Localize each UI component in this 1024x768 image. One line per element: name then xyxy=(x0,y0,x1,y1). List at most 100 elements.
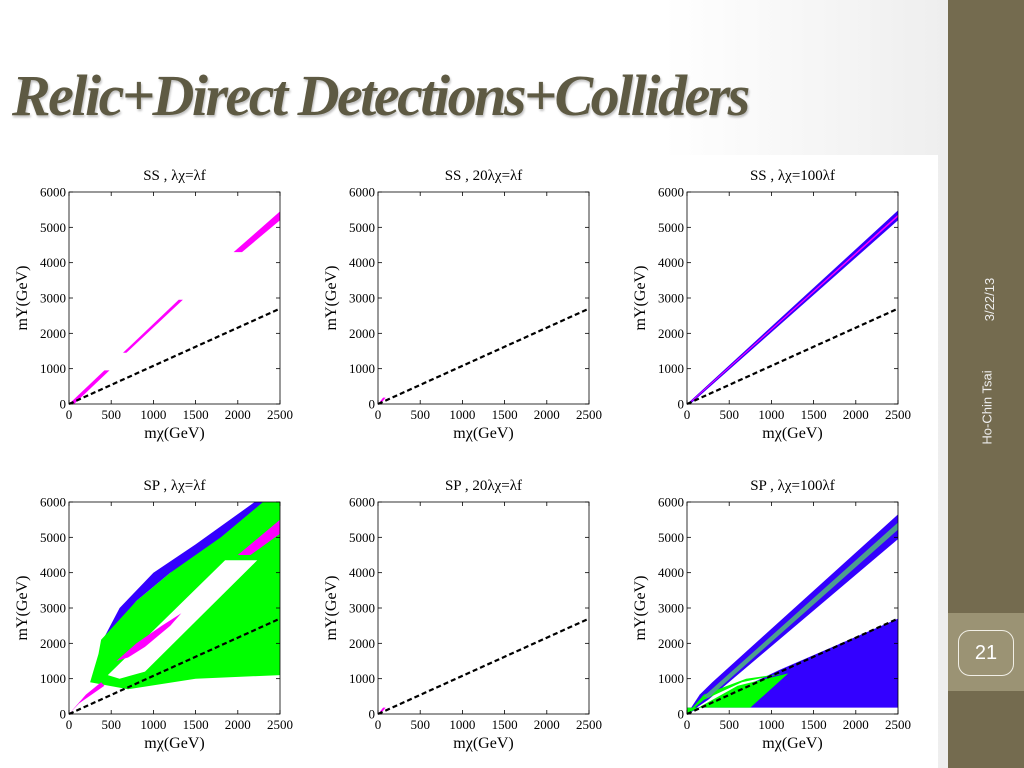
y-tick-label: 3000 xyxy=(40,601,66,616)
allowed-region xyxy=(687,210,898,404)
x-tick-label: 1500 xyxy=(492,717,518,732)
y-tick-label: 2000 xyxy=(658,326,684,341)
y-tick-label: 3000 xyxy=(349,291,375,306)
y-axis-label: mY(GeV) xyxy=(323,576,340,641)
y-tick-label: 0 xyxy=(60,707,67,722)
x-tick-label: 2500 xyxy=(576,407,602,422)
y-tick-label: 0 xyxy=(678,707,685,722)
chart-title: SS , 20λχ=λf xyxy=(445,168,523,184)
x-tick-label: 1500 xyxy=(183,407,209,422)
y-tick-label: 5000 xyxy=(658,530,684,545)
allowed-region xyxy=(687,673,789,714)
x-tick-label: 0 xyxy=(375,407,382,422)
author-label: Ho-Chin Tsai xyxy=(979,370,995,445)
x-tick-label: 500 xyxy=(410,407,430,422)
x-axis-label: mχ(GeV) xyxy=(762,735,822,752)
x-tick-label: 0 xyxy=(375,717,382,732)
x-tick-label: 0 xyxy=(684,407,691,422)
x-axis-label: mχ(GeV) xyxy=(453,735,513,752)
chart-title: SP , 20λχ=λf xyxy=(445,478,522,494)
y-tick-label: 4000 xyxy=(658,255,684,270)
x-axis-label: mχ(GeV) xyxy=(453,425,513,442)
x-tick-label: 1500 xyxy=(801,407,827,422)
y-tick-label: 4000 xyxy=(349,255,375,270)
page-number-badge: 21 xyxy=(958,630,1014,676)
y-tick-label: 0 xyxy=(369,707,376,722)
x-tick-label: 1000 xyxy=(449,407,475,422)
chart-title: SS , λχ=λf xyxy=(143,168,206,184)
x-tick-label: 1500 xyxy=(492,407,518,422)
allowed-region xyxy=(687,673,785,714)
x-tick-label: 2000 xyxy=(534,407,560,422)
y-tick-label: 0 xyxy=(678,397,685,412)
y-tick-label: 6000 xyxy=(40,495,66,510)
x-tick-label: 500 xyxy=(101,407,121,422)
y-tick-label: 5000 xyxy=(40,530,66,545)
allowed-region xyxy=(687,514,898,714)
x-tick-label: 2500 xyxy=(267,717,293,732)
figure-panel-grid: 0 500 1000 1500 2000 2500 0 1000 2000 3000 4000 500… xyxy=(14,168,911,752)
chart-panel: 0 500 1000 1500 2000 2500 0 1000 2000 3000 4000 500… xyxy=(14,168,293,442)
y-tick-label: 2000 xyxy=(40,326,66,341)
x-tick-label: 2500 xyxy=(267,407,293,422)
y-axis-label: mY(GeV) xyxy=(14,266,31,331)
y-tick-label: 2000 xyxy=(658,636,684,651)
chart-panel: 0 500 1000 1500 2000 2500 0 1000 2000 3000 4000 500… xyxy=(323,168,602,442)
x-tick-label: 0 xyxy=(66,717,73,732)
x-tick-label: 1000 xyxy=(140,407,166,422)
allowed-region xyxy=(69,682,105,714)
chart-panel: 0 500 1000 1500 2000 2500 0 1000 2000 3000 4000 500… xyxy=(632,168,911,442)
y-tick-label: 2000 xyxy=(40,636,66,651)
y-tick-label: 4000 xyxy=(40,255,66,270)
x-tick-label: 2500 xyxy=(885,407,911,422)
y-tick-label: 6000 xyxy=(658,185,684,200)
y-axis-label: mY(GeV) xyxy=(14,576,31,641)
x-tick-label: 1000 xyxy=(758,407,784,422)
chart-title: SS , λχ=100λf xyxy=(750,168,835,184)
reference-line xyxy=(68,307,281,406)
y-axis-label: mY(GeV) xyxy=(323,266,340,331)
x-axis-label: mχ(GeV) xyxy=(762,425,822,442)
chart-panel: 0 500 1000 1500 2000 2500 0 1000 2000 3000 4000 500… xyxy=(14,478,293,752)
y-tick-label: 0 xyxy=(369,397,376,412)
y-tick-label: 5000 xyxy=(40,220,66,235)
y-axis-label: mY(GeV) xyxy=(632,576,649,641)
chart-title: SP , λχ=λf xyxy=(143,478,205,494)
y-axis-label: mY(GeV) xyxy=(632,266,649,331)
reference-line xyxy=(377,617,590,716)
page-number-block xyxy=(948,613,1024,691)
y-tick-label: 4000 xyxy=(658,565,684,580)
x-tick-label: 2000 xyxy=(225,407,251,422)
plot-area xyxy=(687,192,898,404)
y-tick-label: 0 xyxy=(60,397,67,412)
x-tick-label: 2000 xyxy=(225,717,251,732)
y-tick-label: 1000 xyxy=(349,361,375,376)
plot-area xyxy=(69,192,280,404)
y-tick-label: 5000 xyxy=(349,530,375,545)
x-tick-label: 500 xyxy=(101,717,121,732)
slide-title: Relic+Direct Detections+Colliders xyxy=(12,63,750,128)
date-label: 3/22/13 xyxy=(982,277,998,322)
x-axis-label: mχ(GeV) xyxy=(144,425,204,442)
x-tick-label: 2000 xyxy=(534,717,560,732)
x-tick-label: 500 xyxy=(410,717,430,732)
x-tick-label: 1500 xyxy=(183,717,209,732)
y-tick-label: 5000 xyxy=(349,220,375,235)
x-tick-label: 1000 xyxy=(449,717,475,732)
allowed-region xyxy=(90,502,280,690)
y-tick-label: 6000 xyxy=(40,185,66,200)
allowed-region xyxy=(237,519,280,555)
x-tick-label: 500 xyxy=(719,407,739,422)
chart-title: SP , λχ=100λf xyxy=(750,478,835,494)
chart-panel: 0 500 1000 1500 2000 2500 0 1000 2000 3000 4000 500… xyxy=(632,478,911,752)
allowed-region xyxy=(703,522,898,699)
y-tick-label: 1000 xyxy=(40,361,66,376)
x-axis-label: mχ(GeV) xyxy=(144,735,204,752)
reference-line xyxy=(686,307,899,406)
sidebar-meta: 3/22/13 xyxy=(948,272,1024,332)
plot-area xyxy=(378,502,589,714)
y-tick-label: 5000 xyxy=(658,220,684,235)
allowed-region xyxy=(107,560,258,679)
y-tick-label: 3000 xyxy=(40,291,66,306)
y-tick-label: 4000 xyxy=(349,565,375,580)
